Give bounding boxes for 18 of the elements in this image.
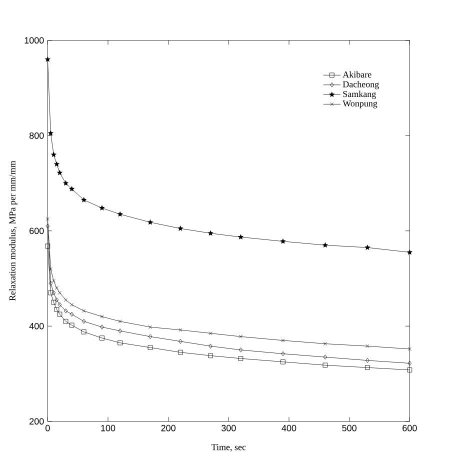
legend-label: Wonpung (342, 100, 378, 108)
y-tick-label: 1000 (24, 37, 44, 44)
x-tick-label: 100 (101, 424, 116, 432)
x-tick-label: 0 (46, 424, 50, 432)
x-axis-title: Time, sec (211, 444, 246, 452)
x-tick-label: 500 (342, 424, 356, 432)
y-tick-label: 400 (29, 323, 44, 330)
y-tick-label: 800 (30, 132, 44, 139)
y-axis-title: Relaxation modulus, MPa per mm/mm (9, 160, 18, 301)
x-tick-label: 300 (222, 424, 236, 432)
x-tick-label: 600 (402, 424, 417, 432)
legend-label: Samkang (343, 90, 376, 100)
legend-label: Dacheong (342, 81, 379, 90)
y-tick-label: 200 (30, 418, 44, 425)
legend-label: Akibare (342, 71, 372, 78)
x-tick-label: 400 (282, 424, 296, 432)
y-tick-label: 600 (30, 228, 44, 234)
x-tick-label: 200 (161, 424, 176, 432)
